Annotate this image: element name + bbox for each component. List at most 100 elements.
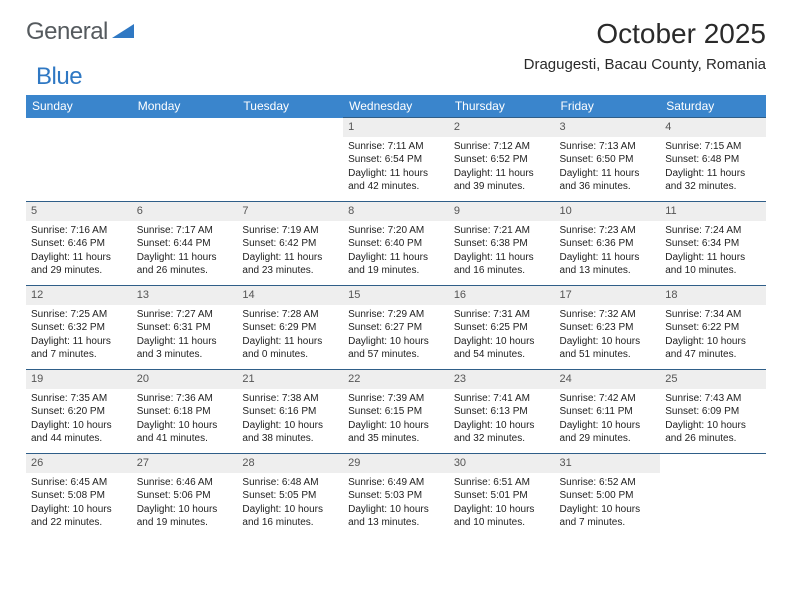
sunset-text: Sunset: 5:03 PM (348, 489, 444, 503)
calendar-cell: 10Sunrise: 7:23 AMSunset: 6:36 PMDayligh… (555, 202, 661, 286)
day-number: 31 (555, 454, 661, 473)
calendar-cell: 5Sunrise: 7:16 AMSunset: 6:46 PMDaylight… (26, 202, 132, 286)
calendar-cell: 29Sunrise: 6:49 AMSunset: 5:03 PMDayligh… (343, 454, 449, 538)
daylight-text: Daylight: 11 hours and 7 minutes. (31, 335, 127, 362)
daylight-text: Daylight: 11 hours and 29 minutes. (31, 251, 127, 278)
day-content: Sunrise: 6:46 AMSunset: 5:06 PMDaylight:… (132, 473, 238, 535)
day-number: 17 (555, 286, 661, 305)
sunset-text: Sunset: 6:40 PM (348, 237, 444, 251)
day-content: Sunrise: 7:34 AMSunset: 6:22 PMDaylight:… (660, 305, 766, 367)
sunrise-text: Sunrise: 7:15 AM (665, 140, 761, 154)
daylight-text: Daylight: 11 hours and 32 minutes. (665, 167, 761, 194)
calendar-cell: 21Sunrise: 7:38 AMSunset: 6:16 PMDayligh… (237, 370, 343, 454)
day-number: 30 (449, 454, 555, 473)
daylight-text: Daylight: 10 hours and 54 minutes. (454, 335, 550, 362)
day-number: 5 (26, 202, 132, 221)
calendar-cell: 17Sunrise: 7:32 AMSunset: 6:23 PMDayligh… (555, 286, 661, 370)
calendar-cell: 9Sunrise: 7:21 AMSunset: 6:38 PMDaylight… (449, 202, 555, 286)
calendar-cell: 6Sunrise: 7:17 AMSunset: 6:44 PMDaylight… (132, 202, 238, 286)
sunset-text: Sunset: 6:46 PM (31, 237, 127, 251)
calendar-cell (26, 118, 132, 202)
daylight-text: Daylight: 11 hours and 0 minutes. (242, 335, 338, 362)
calendar-cell: 19Sunrise: 7:35 AMSunset: 6:20 PMDayligh… (26, 370, 132, 454)
day-number: 1 (343, 118, 449, 137)
daylight-text: Daylight: 10 hours and 47 minutes. (665, 335, 761, 362)
calendar-week-row: 1Sunrise: 7:11 AMSunset: 6:54 PMDaylight… (26, 118, 766, 202)
calendar-cell: 24Sunrise: 7:42 AMSunset: 6:11 PMDayligh… (555, 370, 661, 454)
sunrise-text: Sunrise: 7:29 AM (348, 308, 444, 322)
calendar-cell: 23Sunrise: 7:41 AMSunset: 6:13 PMDayligh… (449, 370, 555, 454)
daylight-text: Daylight: 10 hours and 38 minutes. (242, 419, 338, 446)
day-content: Sunrise: 7:39 AMSunset: 6:15 PMDaylight:… (343, 389, 449, 451)
calendar-cell: 7Sunrise: 7:19 AMSunset: 6:42 PMDaylight… (237, 202, 343, 286)
daylight-text: Daylight: 11 hours and 16 minutes. (454, 251, 550, 278)
sunrise-text: Sunrise: 7:36 AM (137, 392, 233, 406)
sunset-text: Sunset: 6:52 PM (454, 153, 550, 167)
sunrise-text: Sunrise: 7:16 AM (31, 224, 127, 238)
sunset-text: Sunset: 5:06 PM (137, 489, 233, 503)
daylight-text: Daylight: 10 hours and 10 minutes. (454, 503, 550, 530)
day-number: 28 (237, 454, 343, 473)
sunset-text: Sunset: 5:00 PM (560, 489, 656, 503)
day-number: 16 (449, 286, 555, 305)
sunrise-text: Sunrise: 7:19 AM (242, 224, 338, 238)
sunrise-text: Sunrise: 6:48 AM (242, 476, 338, 490)
day-number: 15 (343, 286, 449, 305)
daylight-text: Daylight: 10 hours and 26 minutes. (665, 419, 761, 446)
sunset-text: Sunset: 6:29 PM (242, 321, 338, 335)
daylight-text: Daylight: 11 hours and 26 minutes. (137, 251, 233, 278)
day-number: 23 (449, 370, 555, 389)
sunset-text: Sunset: 6:18 PM (137, 405, 233, 419)
daylight-text: Daylight: 10 hours and 57 minutes. (348, 335, 444, 362)
day-content: Sunrise: 7:28 AMSunset: 6:29 PMDaylight:… (237, 305, 343, 367)
daylight-text: Daylight: 11 hours and 23 minutes. (242, 251, 338, 278)
daylight-text: Daylight: 10 hours and 29 minutes. (560, 419, 656, 446)
day-content: Sunrise: 7:20 AMSunset: 6:40 PMDaylight:… (343, 221, 449, 283)
sunset-text: Sunset: 6:16 PM (242, 405, 338, 419)
calendar-week-row: 5Sunrise: 7:16 AMSunset: 6:46 PMDaylight… (26, 202, 766, 286)
calendar-table: Sunday Monday Tuesday Wednesday Thursday… (26, 95, 766, 538)
sunset-text: Sunset: 6:27 PM (348, 321, 444, 335)
day-content: Sunrise: 6:51 AMSunset: 5:01 PMDaylight:… (449, 473, 555, 535)
calendar-cell: 28Sunrise: 6:48 AMSunset: 5:05 PMDayligh… (237, 454, 343, 538)
daylight-text: Daylight: 11 hours and 10 minutes. (665, 251, 761, 278)
sunset-text: Sunset: 6:23 PM (560, 321, 656, 335)
sunset-text: Sunset: 6:38 PM (454, 237, 550, 251)
sunrise-text: Sunrise: 7:20 AM (348, 224, 444, 238)
daylight-text: Daylight: 10 hours and 19 minutes. (137, 503, 233, 530)
day-number: 6 (132, 202, 238, 221)
day-number: 7 (237, 202, 343, 221)
sunset-text: Sunset: 6:15 PM (348, 405, 444, 419)
day-content: Sunrise: 7:24 AMSunset: 6:34 PMDaylight:… (660, 221, 766, 283)
day-number: 19 (26, 370, 132, 389)
sunrise-text: Sunrise: 6:49 AM (348, 476, 444, 490)
calendar-header-row: Sunday Monday Tuesday Wednesday Thursday… (26, 95, 766, 118)
calendar-cell: 25Sunrise: 7:43 AMSunset: 6:09 PMDayligh… (660, 370, 766, 454)
sunrise-text: Sunrise: 7:39 AM (348, 392, 444, 406)
calendar-cell: 27Sunrise: 6:46 AMSunset: 5:06 PMDayligh… (132, 454, 238, 538)
day-number: 25 (660, 370, 766, 389)
calendar-cell (132, 118, 238, 202)
calendar-cell: 11Sunrise: 7:24 AMSunset: 6:34 PMDayligh… (660, 202, 766, 286)
sunset-text: Sunset: 6:54 PM (348, 153, 444, 167)
day-content: Sunrise: 7:16 AMSunset: 6:46 PMDaylight:… (26, 221, 132, 283)
logo: General (26, 18, 136, 46)
col-tuesday: Tuesday (237, 95, 343, 118)
calendar-cell: 8Sunrise: 7:20 AMSunset: 6:40 PMDaylight… (343, 202, 449, 286)
day-number: 24 (555, 370, 661, 389)
daylight-text: Daylight: 11 hours and 3 minutes. (137, 335, 233, 362)
daylight-text: Daylight: 10 hours and 7 minutes. (560, 503, 656, 530)
day-number: 2 (449, 118, 555, 137)
daylight-text: Daylight: 10 hours and 44 minutes. (31, 419, 127, 446)
calendar-cell: 20Sunrise: 7:36 AMSunset: 6:18 PMDayligh… (132, 370, 238, 454)
logo-text-general: General (26, 18, 108, 46)
sunset-text: Sunset: 6:34 PM (665, 237, 761, 251)
calendar-cell: 22Sunrise: 7:39 AMSunset: 6:15 PMDayligh… (343, 370, 449, 454)
day-content: Sunrise: 7:41 AMSunset: 6:13 PMDaylight:… (449, 389, 555, 451)
sunrise-text: Sunrise: 7:35 AM (31, 392, 127, 406)
sunrise-text: Sunrise: 7:23 AM (560, 224, 656, 238)
day-number: 8 (343, 202, 449, 221)
sunrise-text: Sunrise: 7:34 AM (665, 308, 761, 322)
day-content: Sunrise: 7:38 AMSunset: 6:16 PMDaylight:… (237, 389, 343, 451)
day-content: Sunrise: 7:21 AMSunset: 6:38 PMDaylight:… (449, 221, 555, 283)
